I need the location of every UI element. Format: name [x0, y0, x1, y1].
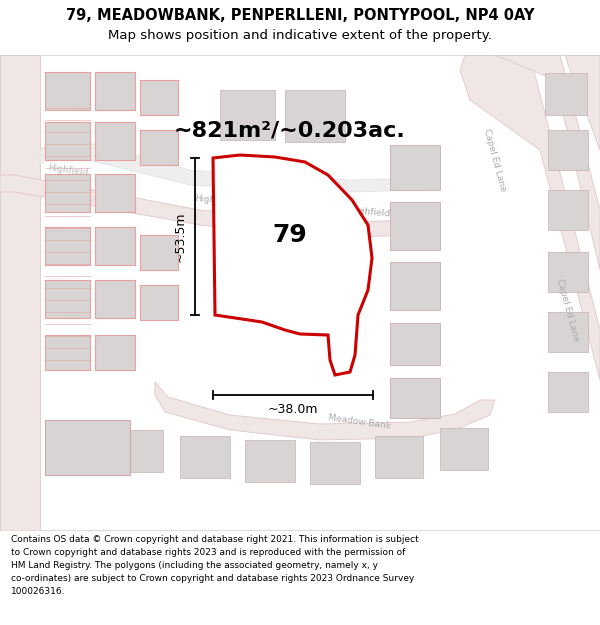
Text: Contains OS data © Crown copyright and database right 2021. This information is : Contains OS data © Crown copyright and d… — [11, 535, 419, 544]
Polygon shape — [548, 372, 588, 412]
Text: Map shows position and indicative extent of the property.: Map shows position and indicative extent… — [108, 29, 492, 42]
Polygon shape — [45, 280, 90, 318]
Polygon shape — [45, 174, 90, 212]
Polygon shape — [565, 55, 600, 150]
Polygon shape — [548, 130, 588, 170]
Polygon shape — [0, 175, 420, 237]
Text: Capel Ed Lane: Capel Ed Lane — [555, 278, 581, 342]
Polygon shape — [140, 285, 178, 320]
Polygon shape — [460, 55, 600, 380]
Polygon shape — [55, 426, 103, 468]
Polygon shape — [140, 130, 178, 165]
Polygon shape — [390, 145, 440, 190]
Text: HM Land Registry. The polygons (including the associated geometry, namely x, y: HM Land Registry. The polygons (includin… — [11, 561, 378, 570]
Polygon shape — [375, 436, 423, 478]
Text: Highfield: Highfield — [194, 194, 236, 206]
Polygon shape — [285, 90, 345, 142]
Polygon shape — [45, 227, 90, 265]
Text: Meadow Bank: Meadow Bank — [328, 413, 392, 431]
Polygon shape — [95, 72, 135, 110]
Text: ~53.5m: ~53.5m — [174, 211, 187, 262]
Polygon shape — [45, 122, 90, 160]
Polygon shape — [548, 190, 588, 230]
Polygon shape — [440, 428, 488, 470]
Polygon shape — [45, 420, 130, 475]
Polygon shape — [548, 312, 588, 352]
Polygon shape — [180, 436, 230, 478]
Polygon shape — [45, 72, 90, 110]
Polygon shape — [245, 440, 295, 482]
Polygon shape — [95, 174, 135, 212]
Polygon shape — [310, 442, 360, 484]
Polygon shape — [40, 135, 420, 192]
Polygon shape — [45, 335, 90, 370]
Text: Capel Ed Lane: Capel Ed Lane — [482, 127, 508, 192]
Polygon shape — [95, 280, 135, 318]
Polygon shape — [95, 227, 135, 265]
Polygon shape — [115, 430, 163, 472]
Text: co-ordinates) are subject to Crown copyright and database rights 2023 Ordnance S: co-ordinates) are subject to Crown copyr… — [11, 574, 414, 583]
Text: to Crown copyright and database rights 2023 and is reproduced with the permissio: to Crown copyright and database rights 2… — [11, 548, 405, 557]
Text: ~38.0m: ~38.0m — [268, 403, 318, 416]
Text: 79, MEADOWBANK, PENPERLLENI, PONTYPOOL, NP4 0AY: 79, MEADOWBANK, PENPERLLENI, PONTYPOOL, … — [66, 9, 534, 24]
Text: Highfield: Highfield — [47, 162, 89, 177]
Polygon shape — [220, 90, 275, 140]
Text: ~821m²/~0.203ac.: ~821m²/~0.203ac. — [174, 120, 406, 140]
Polygon shape — [95, 335, 135, 370]
Polygon shape — [140, 80, 178, 115]
Polygon shape — [390, 378, 440, 418]
Polygon shape — [490, 55, 600, 270]
Polygon shape — [140, 235, 178, 270]
Polygon shape — [390, 262, 440, 310]
Polygon shape — [0, 55, 40, 530]
Polygon shape — [95, 122, 135, 160]
Text: 79: 79 — [272, 223, 307, 247]
Polygon shape — [213, 155, 372, 375]
Polygon shape — [390, 202, 440, 250]
Polygon shape — [155, 382, 495, 440]
Polygon shape — [390, 323, 440, 365]
Polygon shape — [545, 73, 587, 115]
Polygon shape — [548, 252, 588, 292]
Text: 100026316.: 100026316. — [11, 587, 65, 596]
Text: Highfield: Highfield — [349, 206, 391, 218]
